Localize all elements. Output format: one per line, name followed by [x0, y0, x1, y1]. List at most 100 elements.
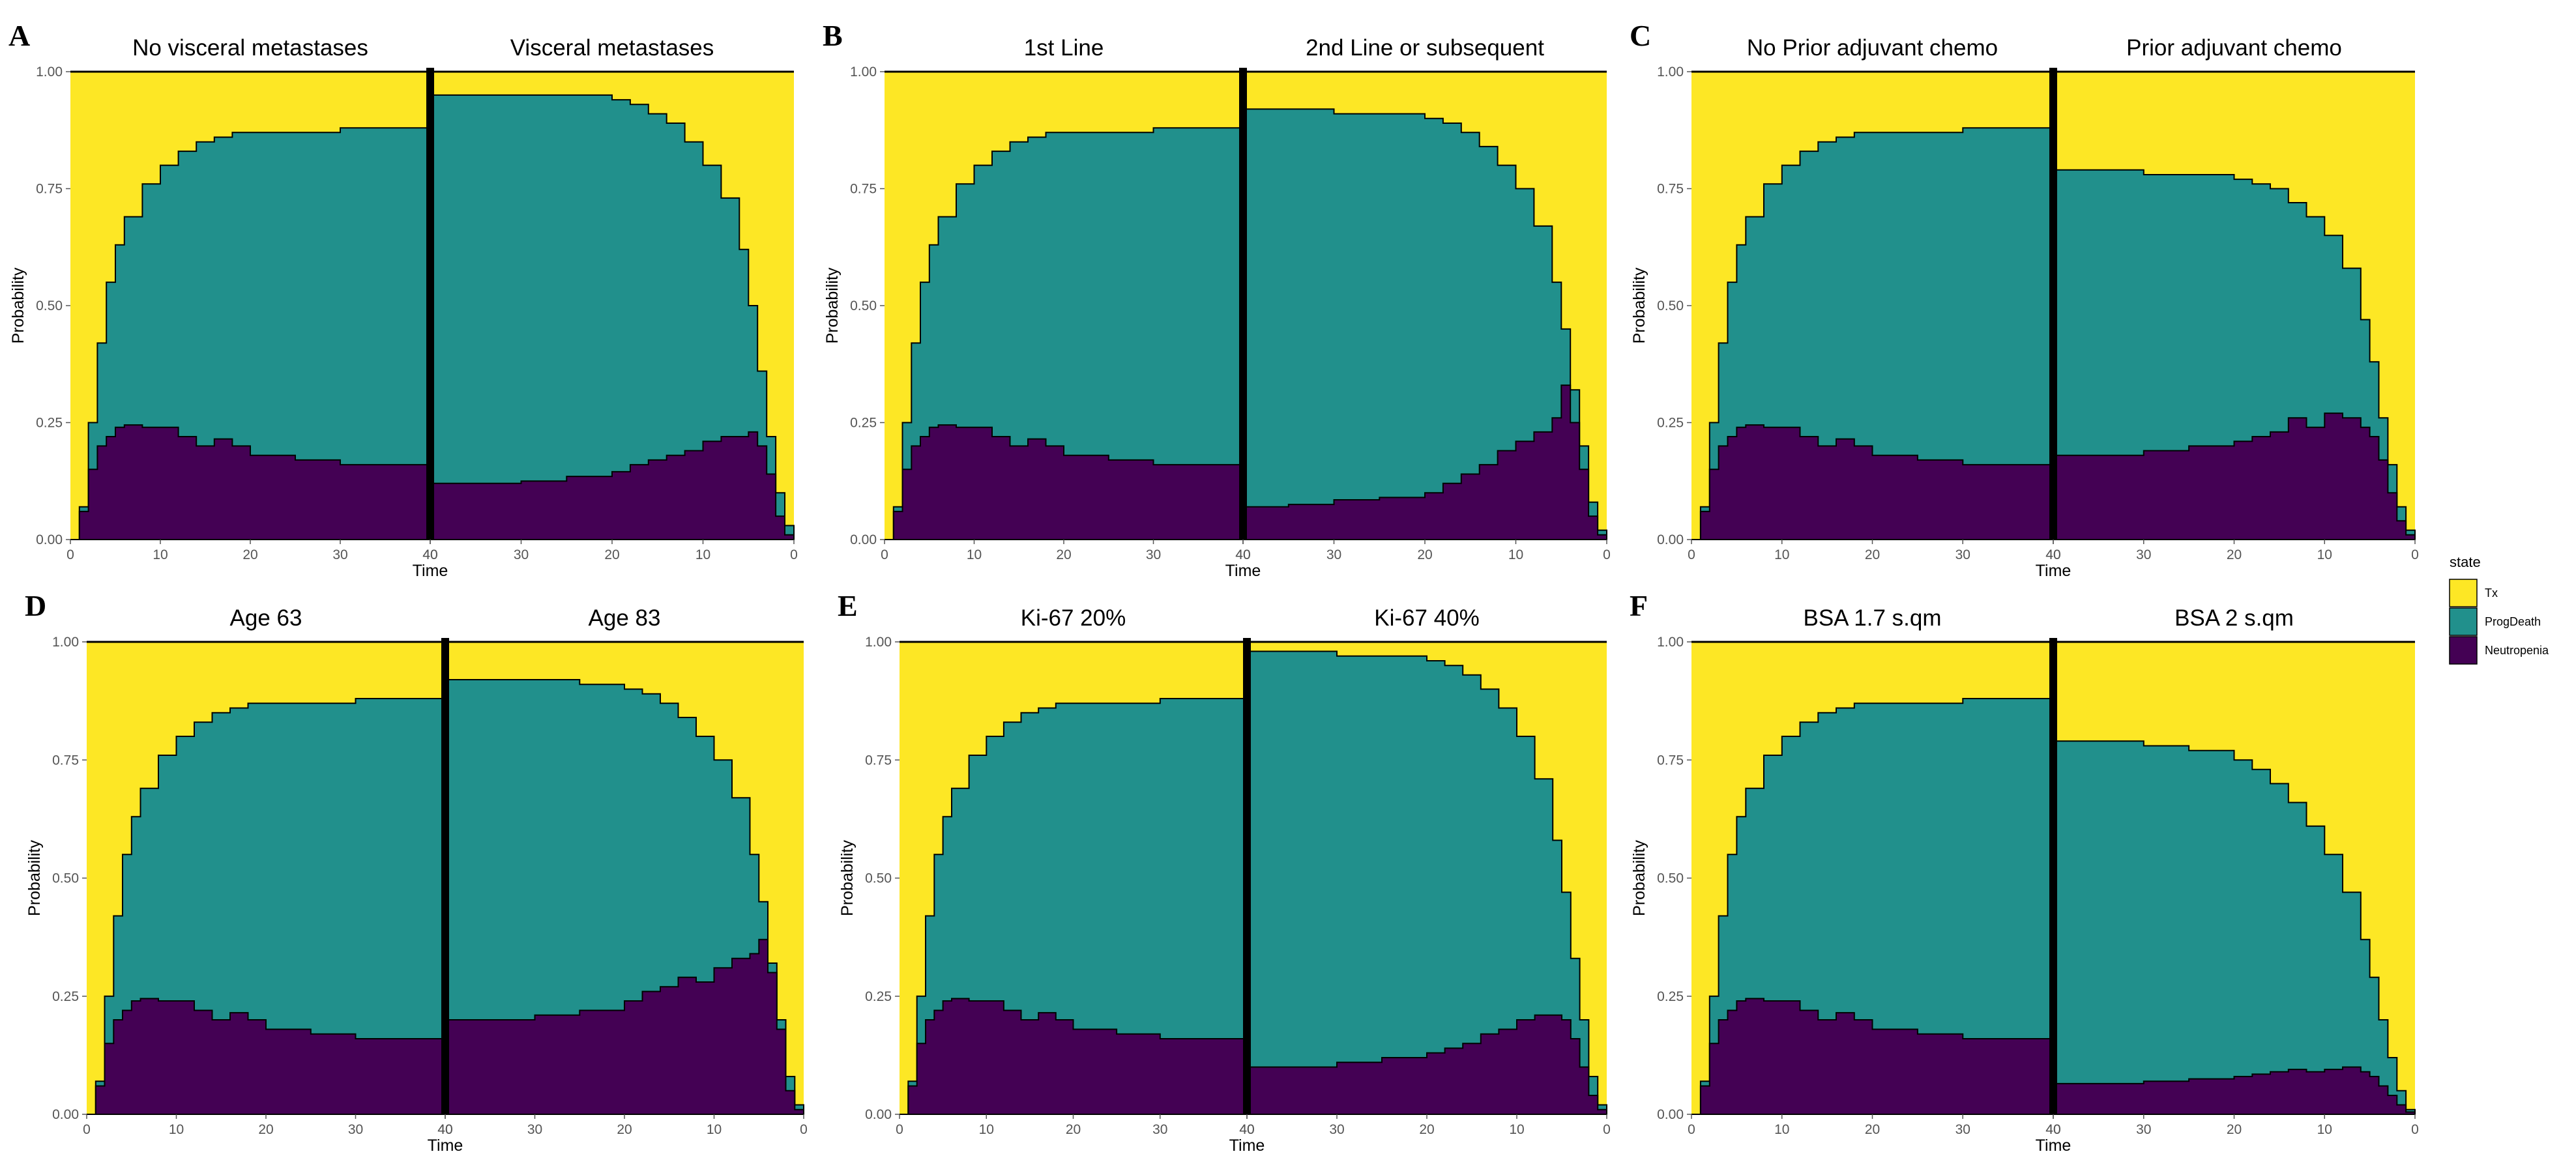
panel-a-right-xtick-label: 10 — [695, 547, 710, 562]
panel-a-left-facet-title: No visceral metastases — [132, 35, 368, 61]
panel-f-ytick-label: 0.00 — [1657, 1107, 1684, 1122]
panel-b-right-xtick-label: 10 — [1508, 547, 1523, 562]
panel-e-ytick-label: 0.00 — [865, 1107, 892, 1122]
panel-e-left-xtick-label: 30 — [1152, 1122, 1167, 1137]
panel-d-right-xtick-label: 0 — [800, 1122, 808, 1137]
panel-f-ytick-label: 0.25 — [1657, 989, 1684, 1004]
panel-e-letter: E — [838, 589, 858, 622]
panel-e-left-xtick-label: 0 — [896, 1122, 903, 1137]
panel-d-left-xtick-label: 20 — [258, 1122, 273, 1137]
panel-f-ytick-label: 0.75 — [1657, 753, 1684, 768]
panel-d-ytick-label: 0.00 — [52, 1107, 79, 1122]
panel-a-left-xtick-label: 20 — [242, 547, 257, 562]
panel-e-right-xtick-label: 40 — [1239, 1122, 1254, 1137]
panel-b-right-xtick-label: 30 — [1326, 547, 1341, 562]
panel-a-right-xtick-label: 40 — [422, 547, 437, 562]
legend: state Tx ProgDeath Neutropenia — [2449, 554, 2549, 665]
panel-f-left-xtick-label: 20 — [1865, 1122, 1880, 1137]
legend-label-progdeath: ProgDeath — [2485, 615, 2541, 628]
panel-c-left-xtick-label: 40 — [2045, 547, 2060, 562]
panel-d-ytick-label: 1.00 — [52, 635, 79, 650]
panels: A 0 10 20 30 40 No visceral metastases 40 30 20 10… — [8, 19, 2419, 1155]
panel-d-left-xtick-label: 10 — [169, 1122, 184, 1137]
panel-b-left-xtick-label: 0 — [881, 547, 888, 562]
panel-c-xlabel: Time — [2036, 562, 2071, 580]
panel-d-divider — [441, 638, 449, 1114]
legend-label-neutropenia: Neutropenia — [2485, 644, 2549, 657]
panel-c-right-facet-title: Prior adjuvant chemo — [2126, 35, 2342, 61]
panel-e-left-xtick-label: 20 — [1066, 1122, 1081, 1137]
panel-f-right-neutropenia-area — [2053, 1066, 2416, 1115]
panel-c-ytick-label: 0.75 — [1657, 182, 1684, 197]
panel-c-ylabel: Probability — [1630, 267, 1648, 343]
panel-c-right-neutropenia-area — [2053, 412, 2416, 540]
panel-f-ytick-label: 1.00 — [1657, 635, 1684, 650]
panel-d-left-xtick-label: 30 — [348, 1122, 363, 1137]
panel-e-right-xtick-label: 10 — [1509, 1122, 1524, 1137]
panel-b-ytick-label: 0.25 — [850, 416, 877, 431]
panel-e-right-xtick-label: 0 — [1603, 1122, 1611, 1137]
panel-e-left-facet-title: Ki-67 20% — [1021, 605, 1126, 631]
panel-c-right-xtick-label: 40 — [2045, 547, 2060, 562]
panel-d-right-xtick-label: 30 — [527, 1122, 542, 1137]
panel-d-ylabel: Probability — [25, 840, 44, 916]
panel-a-ylabel: Probability — [9, 267, 27, 343]
panel-a-ytick-label: 0.25 — [36, 416, 63, 431]
panel-a-left-xtick-label: 10 — [153, 547, 168, 562]
panel-b-left-xtick-label: 10 — [967, 547, 982, 562]
panel-e-ytick-label: 0.50 — [865, 871, 892, 886]
panel-b-ytick-label: 0.75 — [850, 182, 877, 197]
panel-a-left-xtick-label: 30 — [332, 547, 347, 562]
panel-e-xlabel: Time — [1229, 1136, 1265, 1155]
panel-e-divider — [1243, 638, 1251, 1114]
panel-d-left-xtick-label: 40 — [437, 1122, 452, 1137]
panel-d-right-xtick-label: 10 — [707, 1122, 722, 1137]
panel-d-right-xtick-label: 40 — [437, 1122, 452, 1137]
panel-a-ytick-label: 1.00 — [36, 65, 63, 80]
panel-c-right-xtick-label: 30 — [2136, 547, 2151, 562]
panel-e-right-xtick-label: 20 — [1419, 1122, 1434, 1137]
panel-f-left-xtick-label: 0 — [1688, 1122, 1695, 1137]
panel-b-ytick-label: 0.00 — [850, 532, 877, 547]
panel-f-right-xtick-label: 20 — [2227, 1122, 2242, 1137]
panel-b-divider — [1239, 68, 1247, 540]
panel-f-left-facet-title: BSA 1.7 s.qm — [1803, 605, 1941, 631]
panel-a-right-xtick-label: 0 — [790, 547, 798, 562]
panel-b-left-facet-title: 1st Line — [1024, 35, 1104, 61]
panel-f-ylabel: Probability — [1630, 840, 1648, 916]
panel-f-letter: F — [1630, 589, 1648, 622]
panel-b-ytick-label: 1.00 — [850, 65, 877, 80]
panel-c-left-xtick-label: 10 — [1774, 547, 1789, 562]
panel-a-right-facet-title: Visceral metastases — [510, 35, 714, 61]
panel-b-right-xtick-label: 20 — [1417, 547, 1432, 562]
panel-b-letter: B — [823, 19, 843, 52]
panel-e-ytick-label: 0.75 — [865, 753, 892, 768]
panel-f-right-xtick-label: 40 — [2045, 1122, 2060, 1137]
panel-b-xlabel: Time — [1225, 562, 1261, 580]
panel-b-right-facet-title: 2nd Line or subsequent — [1306, 35, 1544, 61]
panel-e-left-xtick-label: 10 — [979, 1122, 994, 1137]
panel-f-xlabel: Time — [2036, 1136, 2071, 1155]
panel-a-ytick-label: 0.50 — [36, 298, 63, 313]
panel-d-xlabel: Time — [428, 1136, 463, 1155]
panel-a-right-xtick-label: 20 — [604, 547, 619, 562]
panel-a-divider — [426, 68, 434, 540]
panel-d-left-xtick-label: 0 — [83, 1122, 91, 1137]
panel-b-right-xtick-label: 0 — [1603, 547, 1611, 562]
panel-a-ytick-label: 0.75 — [36, 182, 63, 197]
panel-f-left-xtick-label: 30 — [1955, 1122, 1970, 1137]
panel-a-right-neutropenia-area — [430, 431, 795, 540]
panel-c-ytick-label: 1.00 — [1657, 65, 1684, 80]
panel-f-right-xtick-label: 10 — [2317, 1122, 2332, 1137]
panel-b-right-xtick-label: 40 — [1235, 547, 1250, 562]
panel-c-left-xtick-label: 30 — [1955, 547, 1970, 562]
panel-b-left-xtick-label: 30 — [1146, 547, 1161, 562]
panel-d-letter: D — [25, 589, 46, 622]
panel-c-right-xtick-label: 20 — [2227, 547, 2242, 562]
